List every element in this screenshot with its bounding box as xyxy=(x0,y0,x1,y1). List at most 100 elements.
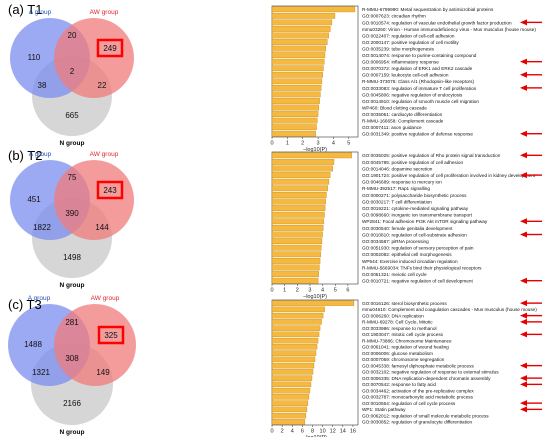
arrow-head xyxy=(520,84,527,91)
venn-count-center: 2 xyxy=(70,67,75,76)
panel-label: (b) T2 xyxy=(8,148,42,163)
category-label: WP544: Exercise induced circadian regula… xyxy=(362,259,458,264)
category-label: R-MMU-73886: Chromosome Maintenance xyxy=(362,338,452,343)
arrow-head xyxy=(520,218,527,225)
venn-label-n: N group xyxy=(60,140,85,147)
arrow-head xyxy=(520,300,527,307)
x-axis-label: −log10(P) xyxy=(303,294,327,300)
bar xyxy=(271,337,319,344)
bar xyxy=(271,12,336,19)
bar xyxy=(271,6,356,13)
arrow-marker xyxy=(520,277,542,284)
category-label: GO:0062012: regulation of small molecule… xyxy=(362,413,489,418)
arrow-head xyxy=(520,406,527,413)
x-axis-label: −log10(P) xyxy=(303,435,327,437)
arrow-head xyxy=(520,152,527,159)
x-tick-label: 0 xyxy=(270,429,273,435)
venn-count-a-aw: 20 xyxy=(68,31,77,40)
x-tick-label: 5 xyxy=(334,288,337,294)
category-label: GO:0035051: cardiocyte differentiation xyxy=(362,112,443,117)
arrow-head xyxy=(520,19,527,26)
category-label: GO:0034462: activation of the pre-replic… xyxy=(362,388,474,393)
bar xyxy=(271,104,320,111)
arrow-marker xyxy=(520,84,542,91)
venn-label-aw: AW group xyxy=(90,9,119,16)
plot-frame xyxy=(271,5,359,138)
venn-label-aw: AW group xyxy=(90,151,119,158)
category-label: GO:0032102: negative regulation of respo… xyxy=(362,370,499,375)
category-label: GO:0033986: response to methanol xyxy=(362,326,437,331)
category-label: GO:0014074: response to purine-containin… xyxy=(362,53,477,58)
x-tick-label: 16 xyxy=(350,429,356,435)
arrow-marker xyxy=(520,71,542,78)
category-label: GO:0022407: regulation of cell-cell adhe… xyxy=(362,33,455,38)
category-label: GO:0010810: regulation of cell-substrate… xyxy=(362,232,467,237)
venn-count-a-n: 38 xyxy=(38,81,47,90)
venn-count-center: 308 xyxy=(65,354,79,363)
category-label: R-MMU-69278: Cell Cycle, Mitotic xyxy=(362,320,433,325)
arrow-marker xyxy=(520,172,542,179)
bar xyxy=(271,381,312,388)
category-label: R-MMU-373076: Class A/1 (Rhodopsin-like … xyxy=(362,79,474,84)
bar xyxy=(271,52,326,59)
x-tick-label: 8 xyxy=(311,429,314,435)
arrow-marker xyxy=(520,130,542,137)
bar xyxy=(271,65,324,72)
bar xyxy=(271,400,309,406)
x-tick-label: 0 xyxy=(270,288,273,294)
arrow-head xyxy=(520,400,527,407)
x-tick-label: 4 xyxy=(332,141,335,147)
category-label: GO:0019221: cytokine-mediated signaling … xyxy=(362,206,469,211)
x-tick-label: 14 xyxy=(340,429,346,435)
arrow-head xyxy=(520,172,527,179)
venn-count-n-only: 665 xyxy=(65,111,79,120)
category-label: GO:0010721: negative regulation of cell … xyxy=(362,279,473,284)
arrow-head xyxy=(520,362,527,369)
arrow-marker xyxy=(520,218,542,225)
category-label: GO:0030852: regulation of granulocyte di… xyxy=(362,420,473,425)
plot-frame xyxy=(271,299,359,426)
category-label: GO:0051321: meiotic cell cycle xyxy=(362,272,427,277)
category-label: mmu03260: Virion - Human immunodeficienc… xyxy=(362,27,536,32)
bar xyxy=(271,238,323,244)
category-label: GO:0034587: piRNA processing xyxy=(362,239,429,244)
bar xyxy=(271,319,322,325)
venn-count-a-aw: 75 xyxy=(68,173,77,182)
venn-circle-aw xyxy=(54,304,136,386)
category-label: GO:0035025: positive regulation of Rho p… xyxy=(362,153,501,158)
arrow-head xyxy=(520,312,527,319)
venn-label-a: A group xyxy=(29,9,52,16)
venn-label-n: N group xyxy=(60,429,85,436)
category-label: GO:0006335: DNA replication-dependent ch… xyxy=(362,376,491,381)
venn-circle-aw xyxy=(54,18,134,98)
category-label: GO:0000271: polysaccharide biosynthetic … xyxy=(362,193,467,198)
plot-frame xyxy=(271,151,359,285)
venn-label-aw: AW group xyxy=(91,295,120,302)
x-tick-label: 6 xyxy=(346,288,349,294)
bar xyxy=(271,19,333,26)
x-tick-label: 10 xyxy=(320,429,326,435)
bar xyxy=(271,58,325,65)
venn-count-n-only: 1498 xyxy=(63,253,81,262)
x-tick-label: 4 xyxy=(321,288,324,294)
category-label: GO:0046689: response to mercury ion xyxy=(362,180,442,185)
category-label: GO:0014046: dopamine secretion xyxy=(362,166,433,171)
bar xyxy=(271,205,326,211)
x-tick-label: 1 xyxy=(286,141,289,147)
venn-count-a-only: 451 xyxy=(27,195,41,204)
category-label: GO:0061041: regulation of wound healing xyxy=(362,345,449,350)
category-label: GO:0002082: epithelial cell morphogenesi… xyxy=(362,252,452,257)
arrow-marker xyxy=(520,312,542,319)
category-label: WP460: Blood clotting cascade xyxy=(362,105,427,110)
x-tick-label: 6 xyxy=(301,429,304,435)
bar xyxy=(271,78,323,85)
bar xyxy=(271,394,310,400)
x-tick-label: 3 xyxy=(308,288,311,294)
bar xyxy=(271,258,321,264)
bar xyxy=(271,91,321,98)
bar xyxy=(271,325,321,331)
category-label: WP1: Statin pathway xyxy=(362,407,406,412)
category-label: GO:0007159: leukocyte cell-cell adhesion xyxy=(362,73,449,78)
arrow-marker xyxy=(520,381,542,388)
bar xyxy=(271,350,317,356)
